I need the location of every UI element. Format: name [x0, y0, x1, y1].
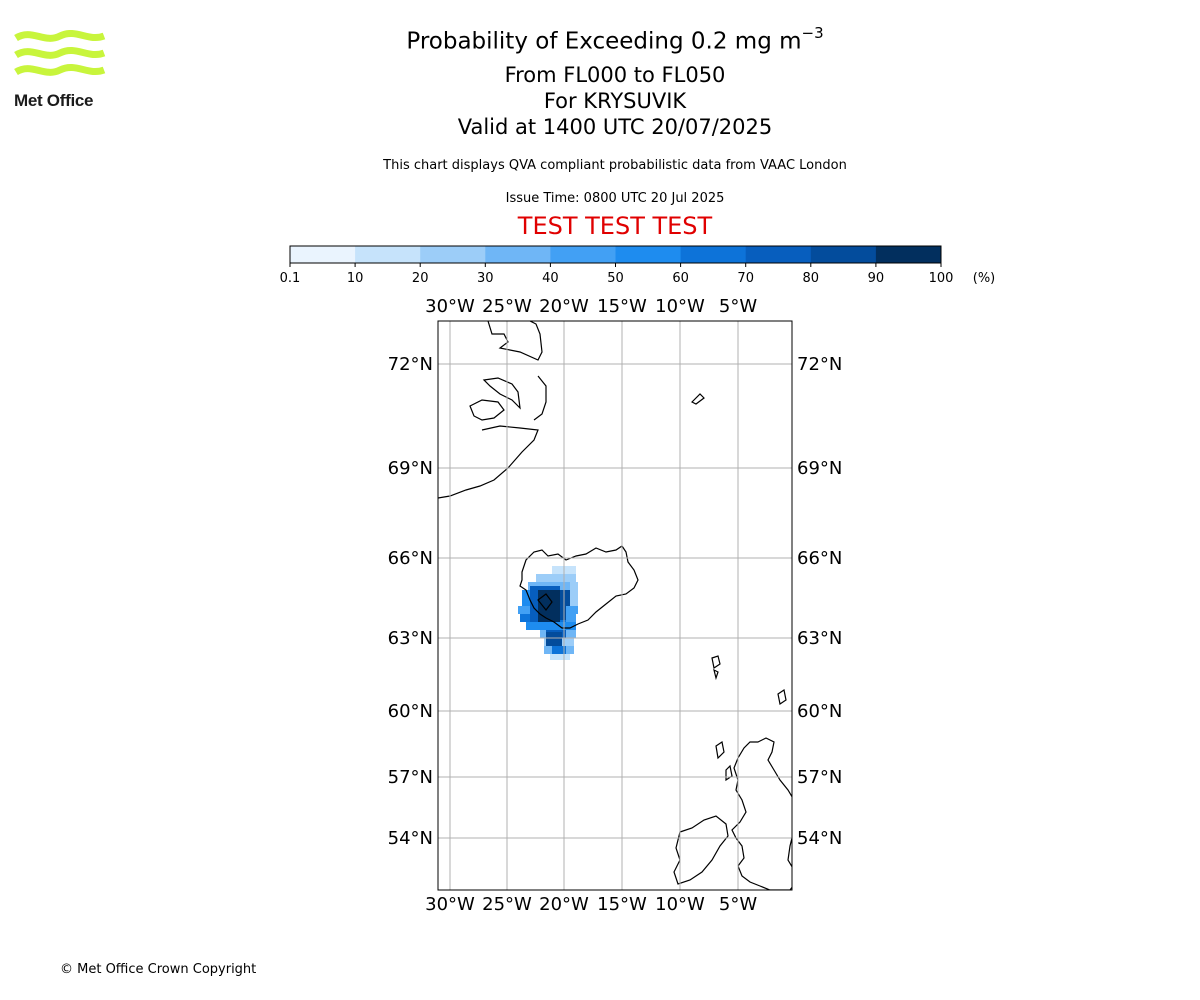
lon-label-bottom: 20°W — [539, 894, 589, 915]
met-office-logo — [14, 30, 106, 76]
lon-label-top: 25°W — [482, 296, 532, 317]
issue-time: Issue Time: 0800 UTC 20 Jul 2025 — [505, 191, 725, 206]
lon-label-top: 10°W — [655, 296, 705, 317]
colorbar-tick-label: 50 — [607, 271, 624, 286]
lat-label-right: 63°N — [797, 628, 842, 649]
colorbar-segment — [810, 246, 877, 263]
colorbar-segment — [485, 246, 551, 263]
lat-label-right: 66°N — [797, 548, 842, 569]
lat-label-left: 72°N — [388, 354, 433, 375]
lon-label-top: 20°W — [539, 296, 589, 317]
colorbar-tick-label: 20 — [412, 271, 429, 286]
colorbar-tick-label: 70 — [737, 271, 754, 286]
volcano-name: For KRYSUVIK — [543, 89, 687, 113]
flight-level-range: From FL000 to FL050 — [504, 63, 726, 87]
colorbar-segment — [420, 246, 486, 263]
colorbar: 0.1 10 20 30 40 50 60 70 80 90 100 (%) — [280, 245, 996, 286]
colorbar-segment — [875, 246, 942, 263]
colorbar-segment — [680, 246, 747, 263]
lat-label-left: 60°N — [388, 701, 433, 722]
map: 30°W 25°W 20°W 15°W 10°W 5°W 30°W 25°W 2… — [388, 296, 843, 915]
test-banner: TEST TEST TEST — [517, 212, 713, 240]
colorbar-segment — [355, 246, 421, 263]
met-office-wordmark: Met Office — [14, 91, 94, 110]
colorbar-tick-label: 40 — [542, 271, 559, 286]
lon-label-top: 15°W — [597, 296, 647, 317]
colorbar-segment — [550, 246, 616, 263]
colorbar-tick-label: 90 — [868, 271, 885, 286]
colorbar-tick-label: 100 — [929, 271, 954, 286]
colorbar-unit: (%) — [973, 271, 996, 286]
lat-label-right: 54°N — [797, 828, 842, 849]
colorbar-tick-label: 60 — [672, 271, 689, 286]
lat-label-left: 66°N — [388, 548, 433, 569]
valid-time: Valid at 1400 UTC 20/07/2025 — [457, 115, 773, 139]
lat-label-right: 60°N — [797, 701, 842, 722]
lat-label-left: 69°N — [388, 458, 433, 479]
lon-label-bottom: 25°W — [482, 894, 532, 915]
lat-label-left: 57°N — [388, 767, 433, 788]
lon-label-top: 30°W — [425, 296, 475, 317]
chart-description: This chart displays QVA compliant probab… — [383, 158, 847, 173]
colorbar-tick-label: 80 — [803, 271, 820, 286]
colorbar-tick-label: 10 — [347, 271, 364, 286]
copyright-notice: © Met Office Crown Copyright — [60, 962, 257, 977]
colorbar-tick-label: 30 — [477, 271, 494, 286]
lat-label-right: 72°N — [797, 354, 842, 375]
colorbar-segment — [290, 246, 356, 263]
colorbar-segment — [745, 246, 812, 263]
lon-label-bottom: 15°W — [597, 894, 647, 915]
lon-label-bottom: 10°W — [655, 894, 705, 915]
lat-label-left: 54°N — [388, 828, 433, 849]
map-frame — [437, 320, 793, 891]
probability-plume — [518, 566, 578, 660]
lon-label-bottom: 30°W — [425, 894, 475, 915]
colorbar-tick-label: 0.1 — [280, 271, 301, 286]
coastlines — [438, 321, 792, 890]
lat-label-right: 57°N — [797, 767, 842, 788]
chart-title: Probability of Exceeding 0.2 mg m−3 — [406, 24, 824, 55]
map-gridlines — [438, 321, 792, 890]
lon-label-top: 5°W — [719, 296, 757, 317]
lat-label-left: 63°N — [388, 628, 433, 649]
lat-label-right: 69°N — [797, 458, 842, 479]
colorbar-segment — [615, 246, 682, 263]
lon-label-bottom: 5°W — [719, 894, 757, 915]
